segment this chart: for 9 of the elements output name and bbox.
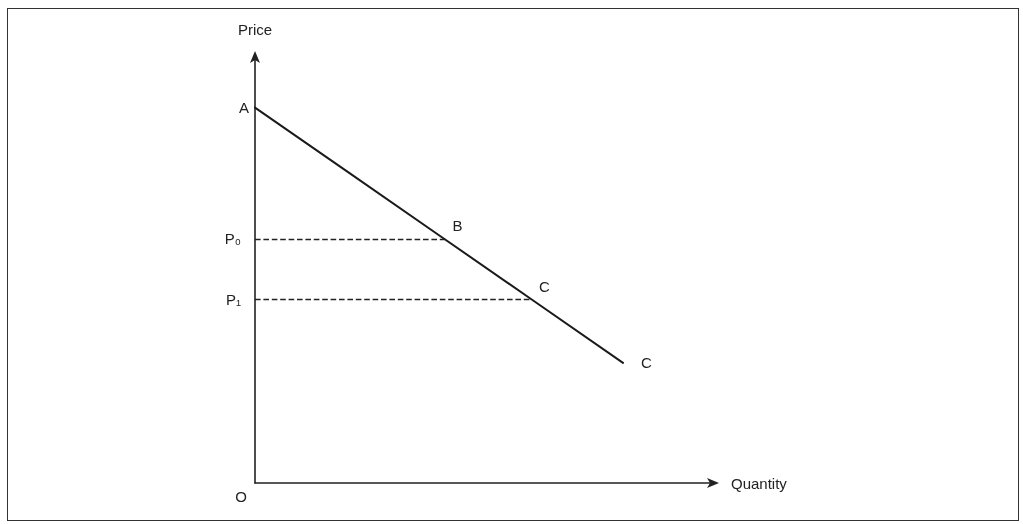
text: A xyxy=(238,99,249,117)
y-axis-title: Price xyxy=(237,21,273,38)
text: O xyxy=(235,488,247,505)
annotation: C xyxy=(641,354,652,372)
annotation: B xyxy=(452,217,463,235)
annotation: C xyxy=(539,277,550,295)
x-axis-title: Quantity xyxy=(731,474,788,492)
ref-line-label: P₀ xyxy=(224,230,241,248)
ref-line-label: P₁ xyxy=(225,290,241,308)
